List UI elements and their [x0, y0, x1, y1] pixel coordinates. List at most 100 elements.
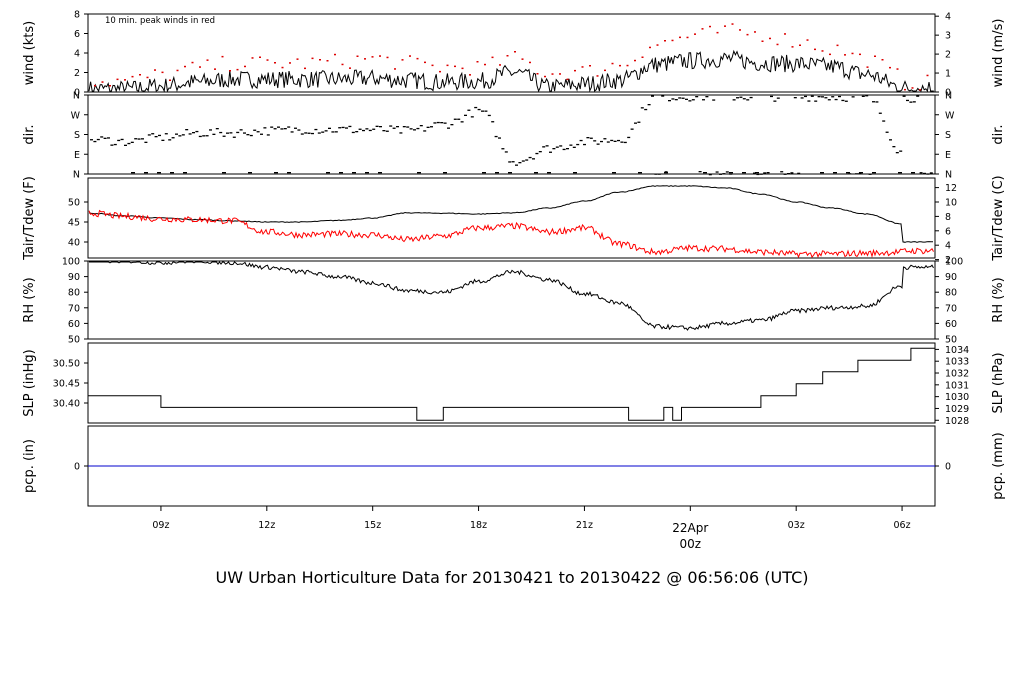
- chart-annotation: 10 min. peak winds in red: [105, 16, 215, 26]
- peak-wind-mark: [529, 61, 531, 64]
- direction-mark: [763, 172, 767, 174]
- direction-mark: [243, 132, 246, 134]
- direction-mark: [256, 131, 260, 133]
- direction-mark: [627, 136, 631, 139]
- direction-mark: [535, 152, 539, 155]
- direction-mark: [827, 99, 831, 101]
- peak-wind-mark: [176, 69, 179, 72]
- peak-wind-mark: [289, 62, 291, 64]
- direction-mark: [712, 99, 716, 101]
- peak-wind-mark: [596, 75, 599, 77]
- peak-wind-mark: [911, 87, 914, 89]
- direction-mark: [617, 139, 620, 142]
- direction-mark: [909, 101, 913, 103]
- peak-wind-mark: [784, 33, 786, 35]
- y-tick-label: 4: [74, 49, 80, 60]
- direction-mark: [287, 126, 291, 128]
- y-tick-label: 90: [945, 272, 957, 283]
- direction-mark: [664, 171, 668, 173]
- direction-mark: [562, 148, 566, 151]
- peak-wind-mark: [341, 63, 344, 66]
- y-tick-label: 45: [68, 218, 80, 229]
- direction-mark: [171, 137, 175, 139]
- peak-wind-mark: [409, 55, 411, 57]
- peak-wind-mark: [484, 63, 486, 66]
- direction-mark: [185, 129, 189, 131]
- y-tick-label: 3: [945, 31, 951, 42]
- direction-mark: [644, 108, 648, 111]
- direction-mark: [219, 131, 223, 134]
- direction-mark: [899, 150, 903, 152]
- peak-wind-mark: [649, 46, 651, 49]
- y-tick-label: 60: [68, 319, 80, 330]
- direction-mark: [188, 133, 192, 135]
- y-tick-label: S: [74, 130, 80, 141]
- direction-mark: [776, 97, 780, 99]
- direction-mark: [443, 122, 447, 124]
- direction-mark: [406, 126, 410, 128]
- peak-wind-mark: [709, 25, 711, 28]
- direction-mark: [453, 118, 457, 120]
- peak-wind-mark: [334, 53, 336, 56]
- direction-mark: [753, 172, 756, 174]
- direction-mark: [841, 99, 845, 102]
- precip-panel: 0 0 pcp. (in) pcp. (mm): [22, 425, 1006, 507]
- direction-mark: [848, 173, 852, 175]
- peak-wind-mark: [896, 68, 899, 70]
- direction-mark: [157, 172, 161, 174]
- direction-mark: [739, 96, 743, 98]
- direction-mark: [518, 162, 522, 164]
- direction-mark: [549, 151, 552, 153]
- peak-wind-mark: [514, 51, 516, 53]
- direction-mark: [417, 172, 421, 174]
- direction-mark: [589, 137, 593, 139]
- peak-wind-mark: [574, 69, 576, 72]
- direction-mark: [638, 172, 642, 174]
- direction-mark: [124, 144, 127, 146]
- direction-mark: [521, 160, 525, 162]
- y-tick-label: N: [73, 91, 80, 102]
- direction-mark: [817, 96, 821, 98]
- direction-mark: [416, 127, 420, 130]
- direction-mark: [889, 139, 892, 141]
- direction-mark: [882, 120, 886, 122]
- y-axis-label-right: SLP (hPa): [991, 352, 1006, 413]
- direction-mark: [107, 137, 110, 139]
- direction-mark: [892, 146, 896, 148]
- peak-wind-mark: [589, 65, 591, 67]
- direction-mark: [287, 172, 291, 174]
- direction-mark: [623, 141, 627, 144]
- peak-wind-mark: [169, 79, 171, 81]
- direction-mark: [838, 95, 841, 98]
- peak-wind-mark: [161, 71, 164, 74]
- peak-wind-mark: [881, 59, 884, 61]
- direction-mark: [612, 172, 616, 174]
- direction-mark: [96, 138, 100, 141]
- direction-mark: [906, 99, 909, 102]
- direction-mark: [294, 127, 297, 129]
- direction-mark: [603, 138, 607, 140]
- direction-mark: [494, 135, 498, 138]
- direction-mark: [358, 128, 362, 130]
- y-tick-label: N: [73, 170, 80, 181]
- direction-mark: [820, 172, 824, 174]
- peak-wind-mark: [656, 44, 659, 46]
- direction-mark: [593, 140, 597, 142]
- y-tick-label: 40: [68, 238, 80, 249]
- peak-wind-mark: [889, 66, 891, 69]
- peak-wind-mark: [401, 59, 404, 61]
- peak-wind-mark: [124, 79, 126, 81]
- x-tick-label: 03z: [788, 520, 805, 531]
- direction-mark: [175, 133, 178, 135]
- direction-mark: [379, 126, 382, 128]
- y-axis-label-right: Tair/Tdew (C): [991, 175, 1006, 261]
- y-tick-label: E: [74, 150, 80, 161]
- wind-panel: 0 2 4 6 8 0 1 2 3 4 wind (kts) wind (m/s) 10 min. pe…: [22, 10, 1006, 99]
- direction-mark: [362, 129, 365, 132]
- direction-mark: [202, 135, 206, 137]
- peak-wind-mark: [694, 33, 696, 35]
- direction-mark: [576, 143, 580, 146]
- direction-mark: [365, 172, 369, 174]
- direction-mark: [215, 128, 219, 130]
- direction-mark: [807, 100, 811, 102]
